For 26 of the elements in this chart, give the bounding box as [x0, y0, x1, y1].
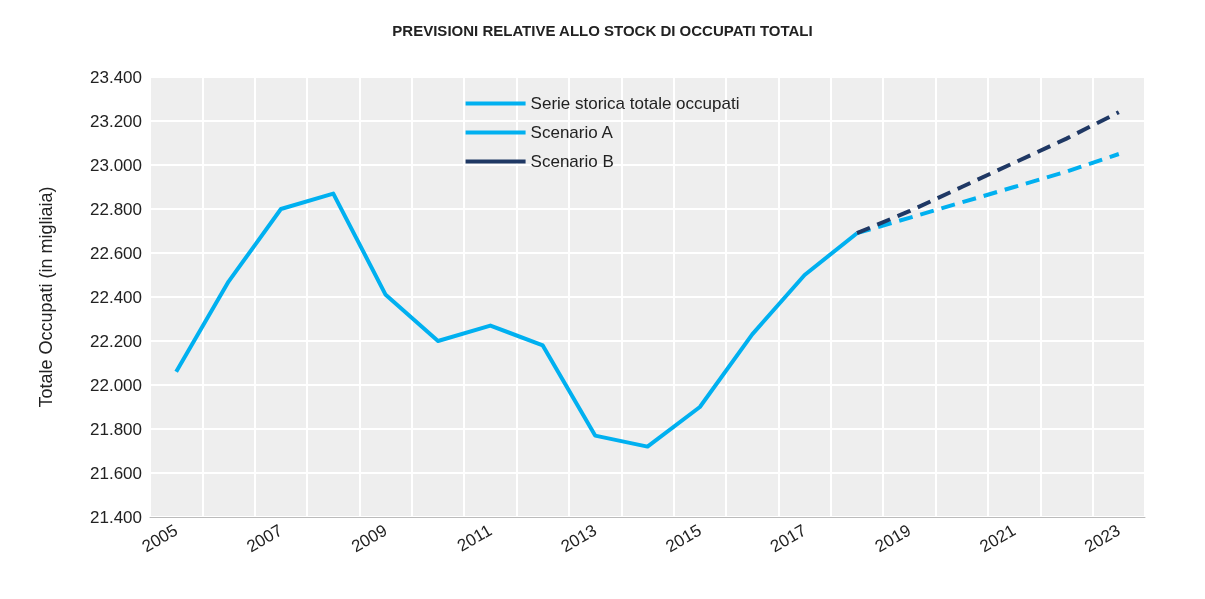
- line-series: [854, 110, 1121, 236]
- x-tick-label: 2009: [348, 520, 391, 557]
- x-tick-label: 2019: [871, 520, 915, 557]
- x-tick-label: 2007: [243, 520, 286, 557]
- legend-label: Scenario B: [530, 152, 614, 171]
- chart-title: PREVISIONI RELATIVE ALLO STOCK DI OCCUPATI TOTALI: [392, 22, 813, 39]
- y-axis-title: Totale Occupati (in migliaia): [36, 186, 56, 408]
- y-tick-label: 21.600: [90, 463, 142, 483]
- y-tick-label: 22.600: [90, 243, 142, 263]
- x-tick-label: 2017: [767, 520, 810, 557]
- x-tick-label: 2015: [662, 520, 705, 557]
- x-tick-label: 2011: [454, 520, 496, 556]
- x-tick-label: 2013: [557, 520, 600, 557]
- x-tick-label: 2021: [976, 520, 1019, 557]
- y-tick-label: 23.200: [90, 111, 142, 131]
- y-tick-label: 23.000: [90, 155, 142, 175]
- x-tick-label: 2023: [1081, 520, 1124, 557]
- legend-label: Scenario A: [530, 123, 614, 142]
- y-tick-label: 22.800: [90, 199, 142, 219]
- y-tick-label: 22.400: [90, 287, 142, 307]
- legend-label: Serie storica totale occupati: [530, 94, 740, 113]
- y-tick-label: 22.200: [90, 331, 142, 351]
- y-tick-label: 22.000: [90, 375, 142, 395]
- y-tick-label: 21.800: [90, 419, 142, 439]
- y-tick-label: 21.400: [90, 507, 142, 527]
- y-tick-label: 23.400: [90, 67, 142, 87]
